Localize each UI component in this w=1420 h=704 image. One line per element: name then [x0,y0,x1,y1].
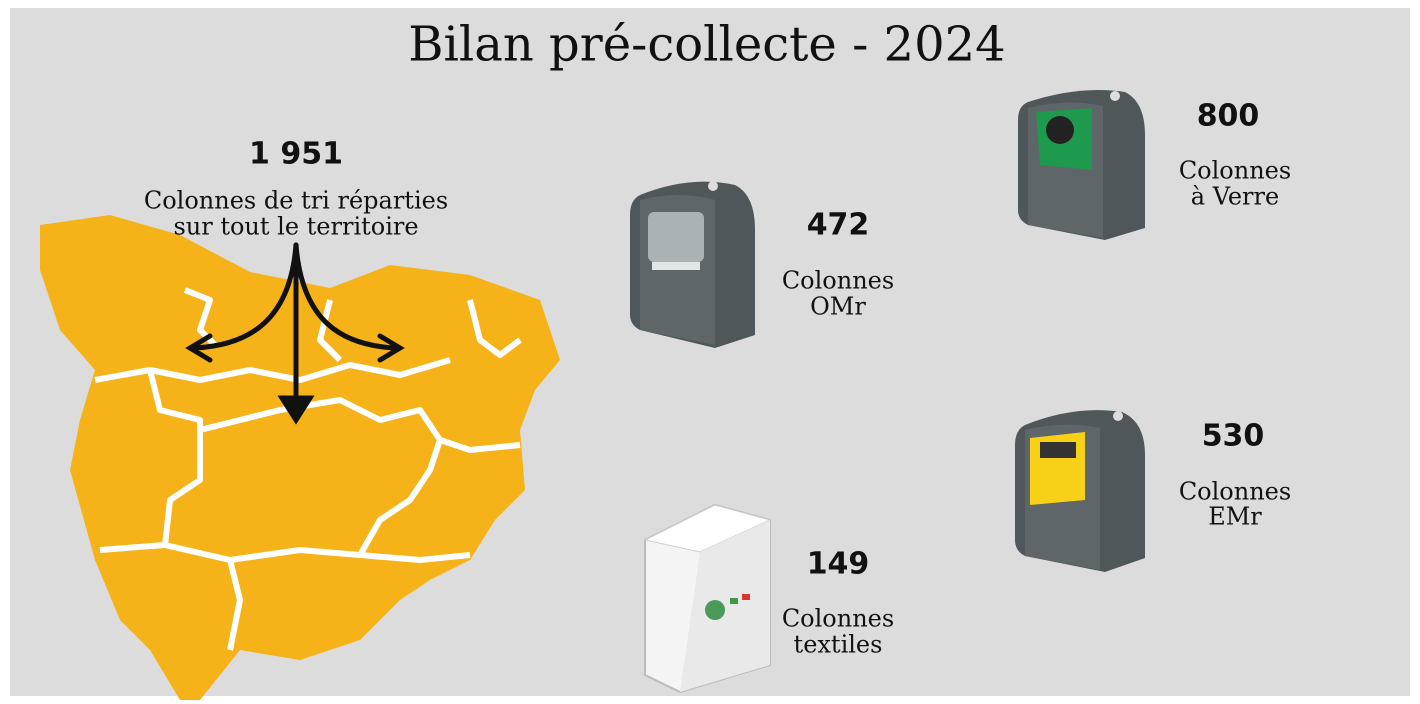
bin-omr [630,181,755,348]
arrows [185,242,405,425]
title: Bilan pré-collecte - 2024 [408,17,1005,73]
item-label: EMr [1208,503,1262,531]
item-label: Colonnes [782,605,894,633]
total-value: 1 951 [249,137,343,172]
item-value: 472 [807,208,870,243]
total-label: Colonnes de tri réparties [144,187,448,215]
item-value: 149 [807,547,870,582]
bin-emr [1015,410,1145,572]
item-label: OMr [810,293,866,321]
item-label: Colonnes [1179,478,1291,506]
bin-textile [643,503,772,694]
bin-verre [1018,89,1145,240]
item-value: 800 [1197,99,1260,134]
item-label: à Verre [1191,183,1279,211]
item-label: Colonnes [782,267,894,295]
item-value: 530 [1202,419,1265,454]
map [40,215,560,700]
item-label: textiles [794,631,883,659]
item-label: Colonnes [1179,157,1291,185]
total-label: sur tout le territoire [173,213,418,241]
